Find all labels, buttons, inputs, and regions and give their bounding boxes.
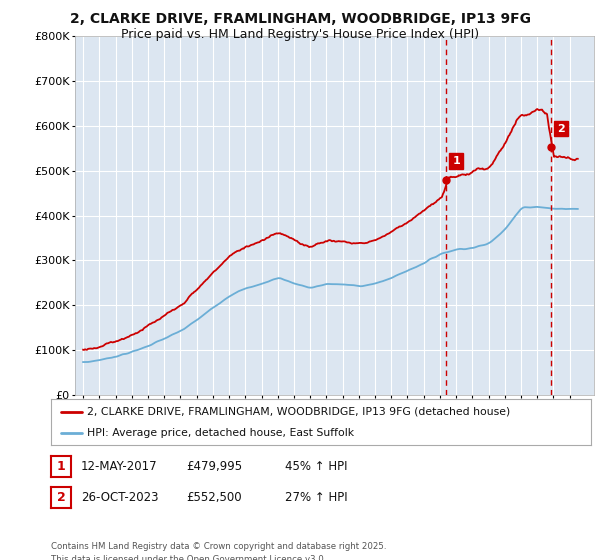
- Text: 2, CLARKE DRIVE, FRAMLINGHAM, WOODBRIDGE, IP13 9FG (detached house): 2, CLARKE DRIVE, FRAMLINGHAM, WOODBRIDGE…: [87, 407, 511, 417]
- Text: Price paid vs. HM Land Registry's House Price Index (HPI): Price paid vs. HM Land Registry's House …: [121, 28, 479, 41]
- Text: 45% ↑ HPI: 45% ↑ HPI: [285, 460, 347, 473]
- Text: 1: 1: [56, 460, 65, 473]
- Text: HPI: Average price, detached house, East Suffolk: HPI: Average price, detached house, East…: [87, 428, 355, 438]
- Text: 2, CLARKE DRIVE, FRAMLINGHAM, WOODBRIDGE, IP13 9FG: 2, CLARKE DRIVE, FRAMLINGHAM, WOODBRIDGE…: [70, 12, 530, 26]
- Text: 12-MAY-2017: 12-MAY-2017: [81, 460, 158, 473]
- Text: 1: 1: [452, 156, 460, 166]
- Text: 26-OCT-2023: 26-OCT-2023: [81, 491, 158, 504]
- Text: 27% ↑ HPI: 27% ↑ HPI: [285, 491, 347, 504]
- Text: Contains HM Land Registry data © Crown copyright and database right 2025.
This d: Contains HM Land Registry data © Crown c…: [51, 542, 386, 560]
- Text: £479,995: £479,995: [186, 460, 242, 473]
- Text: 2: 2: [56, 491, 65, 504]
- Text: £552,500: £552,500: [186, 491, 242, 504]
- Text: 2: 2: [557, 124, 565, 134]
